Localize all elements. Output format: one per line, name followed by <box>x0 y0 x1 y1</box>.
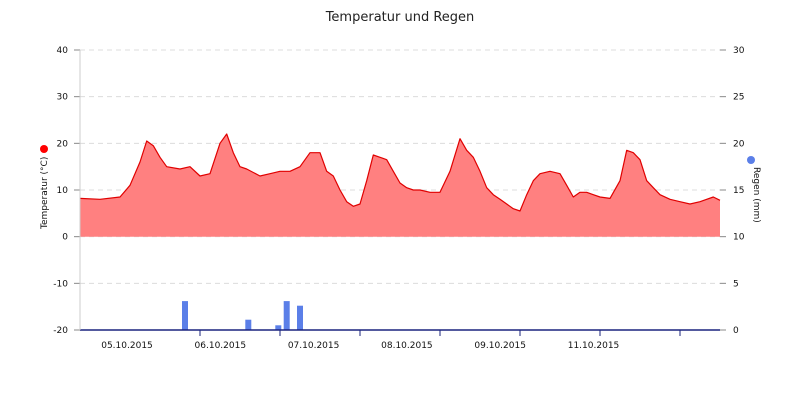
temperature-legend-marker <box>40 145 48 153</box>
rain-legend-marker <box>747 156 755 164</box>
right-tick-label: 10 <box>733 233 745 243</box>
left-tick-label: -10 <box>53 279 68 289</box>
x-tick-label: 09.10.2015 <box>474 341 526 351</box>
left-tick-label: 20 <box>57 139 69 149</box>
left-tick-label: 10 <box>57 186 69 196</box>
x-tick-label: 06.10.2015 <box>195 341 247 351</box>
rain-bar <box>283 301 290 330</box>
x-tick-label: 05.10.2015 <box>101 341 153 351</box>
right-tick-label: 15 <box>733 186 744 196</box>
rain-bar <box>275 325 282 330</box>
right-tick-label: 5 <box>733 279 739 289</box>
x-tick-label: 07.10.2015 <box>288 341 340 351</box>
temperature-line <box>79 133 721 212</box>
right-axis-title: Regen (mm) <box>751 167 761 223</box>
chart-title: Temperatur und Regen <box>325 10 475 25</box>
right-tick-label: 20 <box>733 139 745 149</box>
rain-bar <box>245 319 252 330</box>
left-tick-label: 40 <box>57 46 69 56</box>
temperature-area <box>79 133 721 237</box>
rain-bar <box>182 301 188 330</box>
right-axis-ticks: 30 25 20 15 10 5 0 <box>733 46 745 336</box>
temperature-area-fill <box>80 134 720 237</box>
left-tick-label: 30 <box>57 93 69 103</box>
right-tick-label: 30 <box>733 46 745 56</box>
x-axis-ticks: 05.10.2015 06.10.2015 07.10.2015 08.10.2015… <box>101 330 681 351</box>
rain-bar <box>297 305 303 330</box>
left-tick-label: 0 <box>62 233 68 243</box>
left-axis-ticks: 40 30 20 10 0 -10 -20 <box>53 46 68 336</box>
axes <box>74 49 726 331</box>
left-axis-title: Temperatur (°C) <box>40 157 50 230</box>
right-tick-label: 25 <box>733 93 744 103</box>
rain-bars <box>182 301 303 330</box>
x-tick-label: 11.10.2015 <box>568 341 620 351</box>
x-tick-label: 08.10.2015 <box>381 341 433 351</box>
left-tick-label: -20 <box>53 326 68 336</box>
right-tick-label: 0 <box>733 326 739 336</box>
